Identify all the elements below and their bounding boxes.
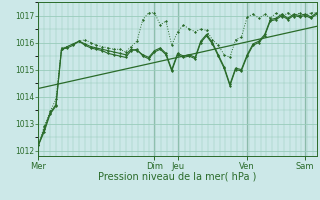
X-axis label: Pression niveau de la mer( hPa ): Pression niveau de la mer( hPa ) bbox=[99, 172, 257, 182]
